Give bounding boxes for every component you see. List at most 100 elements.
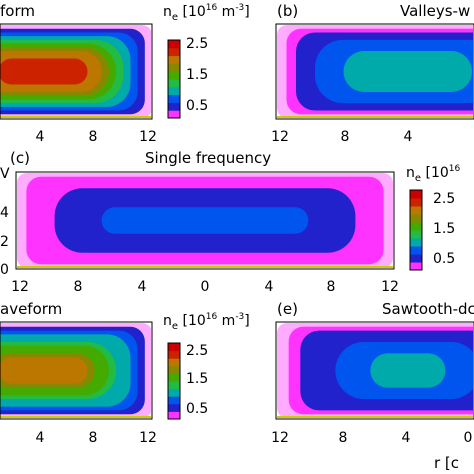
panel-e-xtick: 12 [271, 430, 289, 446]
panel-e-xticks: 12 8 4 0 [271, 430, 472, 446]
cb-exp2: -3 [235, 3, 244, 13]
colorbar-segment [168, 79, 180, 88]
colorbar-segment [168, 358, 180, 367]
colorbar-c-tick: 1.5 [433, 221, 455, 237]
cb-units2: m [217, 313, 235, 329]
colorbar-segment [168, 55, 180, 64]
cb-sub: e [172, 12, 178, 23]
cb-close: ] [244, 313, 249, 329]
colorbar-c-tick: 0.5 [433, 251, 455, 267]
panel-c-xtick: 4 [138, 279, 147, 295]
panel-a-plot [0, 25, 151, 118]
panel-a-xtick: 8 [89, 129, 98, 145]
panel-b-xtick: 8 [341, 129, 350, 145]
colorbar-a-label: ne [1016 m-3] [163, 3, 250, 23]
panel-e-xtick: 8 [339, 430, 348, 446]
panel-c-xtick: 4 [265, 279, 274, 295]
panel-a: form 4 8 12 [0, 2, 157, 145]
colorbar-segment [410, 190, 422, 199]
cb-exp: 16 [449, 164, 461, 174]
colorbar-segment [168, 102, 180, 111]
cb-n: n [163, 4, 172, 20]
colorbar-d: ne [1016 m-3] 2.5 1.5 0.5 [163, 312, 250, 420]
colorbar-segment [410, 206, 422, 215]
colorbar-a-gradient [167, 39, 181, 119]
colorbar-segment [410, 254, 422, 263]
panel-a-xtick: 12 [139, 129, 157, 145]
panel-e-title: Sawtooth-dc [382, 300, 474, 318]
panel-c-xtick: 8 [74, 279, 83, 295]
panel-c-xtick: 8 [327, 279, 336, 295]
colorbar-segment [168, 373, 180, 382]
colorbar-segment [168, 365, 180, 374]
panel-d-title: aveform [0, 300, 62, 318]
panel-b-frame [275, 23, 474, 120]
panel-c: (c) Single frequency 4 2 0 V 12 8 4 0 4 … [0, 149, 399, 295]
colorbar-frame [167, 342, 181, 420]
cb-close: ] [244, 4, 249, 20]
colorbar-a-tick: 2.5 [186, 36, 208, 52]
colorbar-a: ne [1016 m-3] 2.5 1.5 0.5 [163, 3, 250, 119]
colorbar-segment [410, 214, 422, 223]
colorbar-segment [168, 343, 180, 352]
contour-band [382, 357, 434, 384]
colorbar-segment [168, 94, 180, 103]
cb-sub: e [415, 173, 421, 184]
colorbar-c-gradient [409, 189, 423, 271]
colorbar-segment [168, 86, 180, 96]
cb-exp: 16 [206, 312, 218, 322]
panel-d-plot [0, 323, 151, 418]
colorbar-segment [168, 63, 180, 72]
colorbar-d-label-text: ne [1016 m-3] [163, 312, 250, 332]
panel-d-xtick: 12 [139, 430, 157, 446]
cb-n: n [163, 313, 172, 329]
colorbar-segment [168, 110, 180, 119]
colorbar-d-gradient [167, 342, 181, 420]
colorbar-frame [409, 189, 423, 271]
panel-c-plot [17, 173, 393, 268]
cb-units: [10 [421, 165, 449, 181]
cb-units2: m [217, 4, 235, 20]
colorbar-segment [168, 71, 180, 80]
colorbar-d-tick: 0.5 [186, 401, 208, 417]
colorbar-c-tick: 2.5 [433, 191, 455, 207]
panel-e-frame [275, 321, 474, 420]
colorbar-segment [168, 403, 180, 412]
panel-a-xticks: 4 8 12 [36, 129, 157, 145]
panel-c-ytick: 2 [0, 234, 9, 250]
colorbar-c-label-text: ne [1016 [406, 164, 460, 184]
colorbar-segment [168, 350, 180, 359]
panel-b-xtick: 12 [271, 129, 289, 145]
cb-sub: e [172, 321, 178, 332]
panel-b-xtick: 4 [404, 129, 413, 145]
panel-a-xtick: 4 [36, 129, 45, 145]
colorbar-segment [168, 47, 180, 57]
cb-n: n [406, 165, 415, 181]
colorbar-c: ne [1016 2.5 1.5 0.5 [406, 164, 460, 271]
colorbar-segment [410, 222, 422, 231]
panel-b: (b) Valleys-w 12 8 4 [271, 2, 474, 145]
colorbar-segment [168, 411, 180, 420]
colorbar-segment [410, 198, 422, 207]
colorbar-segment [168, 388, 180, 397]
panel-e-xtick: 4 [402, 430, 411, 446]
contour-band [362, 58, 454, 85]
panel-e-tag: (e) [277, 300, 298, 318]
panel-b-tag: (b) [277, 2, 298, 20]
cb-exp: 16 [206, 3, 218, 13]
colorbar-d-tick: 2.5 [186, 343, 208, 359]
colorbar-d-tick: 1.5 [186, 371, 208, 387]
cb-units: [10 [178, 313, 206, 329]
colorbar-segment [410, 230, 422, 239]
panel-c-xtick: 12 [381, 279, 399, 295]
panel-e: (e) Sawtooth-dc 12 8 4 0 r [c [271, 300, 474, 472]
panel-c-ytick: 4 [0, 205, 9, 221]
panel-c-ytick: 0 [0, 262, 9, 278]
cb-exp2: -3 [235, 312, 244, 322]
colorbar-segment [168, 381, 180, 390]
cb-units: [10 [178, 4, 206, 20]
panel-c-xtick: 12 [11, 279, 29, 295]
panel-a-frame [0, 23, 153, 120]
panel-b-title: Valleys-w [400, 2, 470, 20]
